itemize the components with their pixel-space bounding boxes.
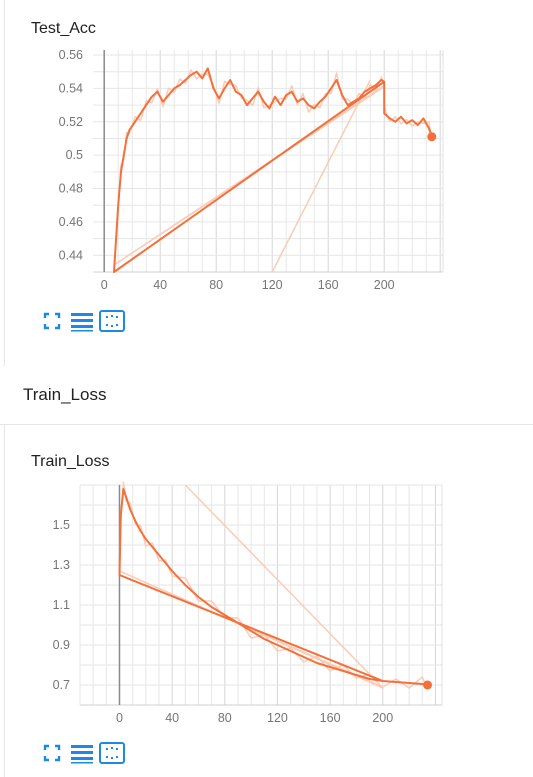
toggle-log-scale-button[interactable] <box>67 309 97 333</box>
fit-domain-icon <box>99 742 125 764</box>
y-tick-label: 0.9 <box>53 638 70 652</box>
x-tick-label: 40 <box>153 278 167 292</box>
x-tick-label: 120 <box>267 711 288 725</box>
fit-domain-button[interactable] <box>97 741 127 765</box>
x-tick-label: 120 <box>262 278 283 292</box>
toggle-log-scale-button[interactable] <box>67 741 97 765</box>
x-tick-label: 0 <box>116 711 123 725</box>
y-tick-label: 0.56 <box>59 48 83 62</box>
series-wrap-line-raw <box>184 484 377 682</box>
y-tick-label: 0.46 <box>59 215 83 229</box>
x-tick-label: 80 <box>218 711 232 725</box>
x-tick-label: 200 <box>372 711 393 725</box>
chart-toolbar <box>37 309 127 333</box>
y-tick-label: 0.7 <box>53 678 70 692</box>
y-tick-label: 0.48 <box>59 182 83 196</box>
x-tick-label: 160 <box>318 278 339 292</box>
x-tick-label: 200 <box>374 278 395 292</box>
fullscreen-button[interactable] <box>37 309 67 333</box>
chart-plot-train-loss[interactable]: 0 40 80 120 160 200 0.7 0.9 1.1 1.3 1.5 <box>5 425 533 745</box>
section-title: Train_Loss <box>23 385 107 404</box>
x-tick-label: 0 <box>101 278 108 292</box>
toggle-log-scale-icon <box>71 745 93 764</box>
fullscreen-icon <box>43 312 61 330</box>
series-last-point <box>423 680 433 690</box>
toggle-log-scale-icon <box>71 313 93 332</box>
y-tick-label: 1.5 <box>53 518 70 532</box>
y-tick-label: 0.54 <box>59 81 83 95</box>
series-wrap-line-raw <box>271 79 371 273</box>
series-last-point <box>427 132 437 142</box>
y-tick-label: 0.44 <box>59 248 83 262</box>
fit-domain-button[interactable] <box>97 309 127 333</box>
x-tick-label: 160 <box>320 711 341 725</box>
fullscreen-button[interactable] <box>37 741 67 765</box>
y-tick-label: 1.3 <box>53 558 70 572</box>
series-line <box>118 488 428 686</box>
y-tick-label: 0.5 <box>66 148 83 162</box>
x-tick-label: 40 <box>165 711 179 725</box>
fullscreen-icon <box>43 744 61 762</box>
x-tick-label: 80 <box>209 278 223 292</box>
series-line <box>113 67 433 273</box>
section-header[interactable]: Train_Loss <box>0 366 533 425</box>
chart-card-test-acc: Test_Acc 0 40 80 120 160 200 0.44 0.46 0.48 0.5 0.… <box>4 0 533 367</box>
y-tick-label: 0.52 <box>59 115 83 129</box>
y-tick-label: 1.1 <box>53 598 70 612</box>
chart-toolbar <box>37 741 127 765</box>
chart-card-train-loss: Train_Loss 0 40 80 120 160 200 0.7 0.9 1.1 1.3 1.5 <box>4 425 533 777</box>
fit-domain-icon <box>99 310 125 332</box>
chart-title: Train_Loss <box>31 453 110 470</box>
chart-plot-test-acc[interactable]: 0 40 80 120 160 200 0.44 0.46 0.48 0.5 0.52 0.54 0.5… <box>5 0 533 292</box>
chart-title: Test_Acc <box>31 20 96 37</box>
